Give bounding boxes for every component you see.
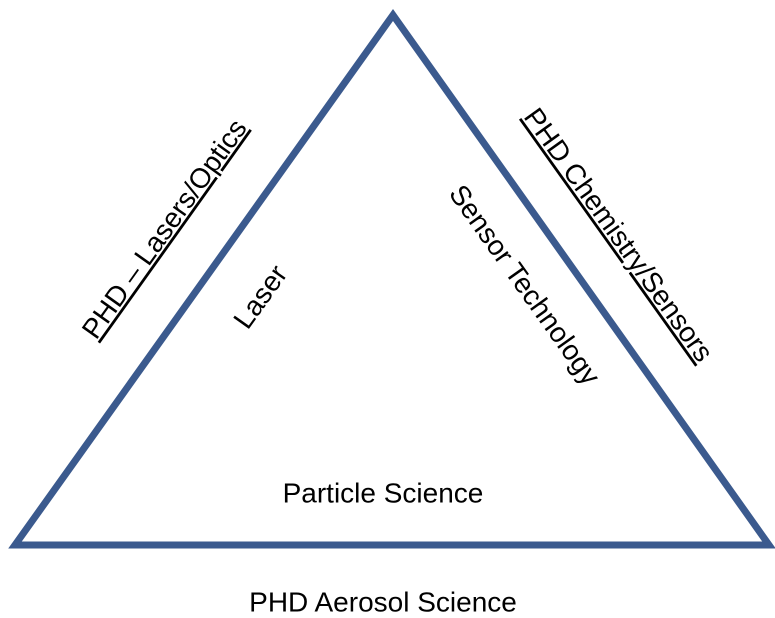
left-outer-label: PHD – Lasers/Optics	[76, 113, 253, 344]
triangle	[8, 8, 775, 549]
bottom-inner-label: Particle Science	[283, 477, 484, 508]
bottom-outer-label: PHD Aerosol Science	[249, 586, 517, 617]
left-inner-label: Laser	[227, 259, 293, 334]
